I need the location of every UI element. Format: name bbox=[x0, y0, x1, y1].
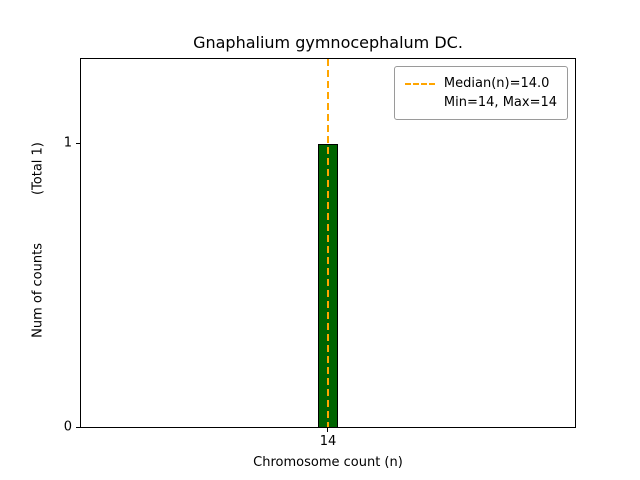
xtick-label-14: 14 bbox=[319, 434, 337, 449]
xaxis-label: Chromosome count (n) bbox=[253, 455, 403, 470]
plot-area: Median(n)=14.0 Min=14, Max=14 bbox=[80, 58, 576, 428]
median-line bbox=[327, 59, 329, 427]
chart-title: Gnaphalium gymnocephalum DC. bbox=[193, 33, 463, 52]
median-dash-icon bbox=[404, 82, 435, 85]
yaxis-label-text: Num of counts bbox=[30, 243, 46, 338]
xtick-mark-14 bbox=[327, 428, 328, 432]
legend-median-label: Median(n)=14.0 bbox=[443, 76, 550, 91]
yaxis-label: Num of counts (Total 1) bbox=[31, 142, 46, 338]
ytick-mark-1 bbox=[76, 143, 80, 144]
ytick-label-1: 1 bbox=[63, 135, 72, 151]
legend-minmax-label: Min=14, Max=14 bbox=[443, 95, 557, 110]
ytick-mark-0 bbox=[76, 427, 80, 428]
legend-entry-median: Median(n)=14.0 bbox=[404, 74, 557, 93]
legend-entry-minmax: Min=14, Max=14 bbox=[405, 93, 557, 112]
yaxis-total-text: (Total 1) bbox=[30, 142, 46, 196]
legend: Median(n)=14.0 Min=14, Max=14 bbox=[393, 66, 568, 120]
ytick-label-0: 0 bbox=[63, 419, 72, 435]
